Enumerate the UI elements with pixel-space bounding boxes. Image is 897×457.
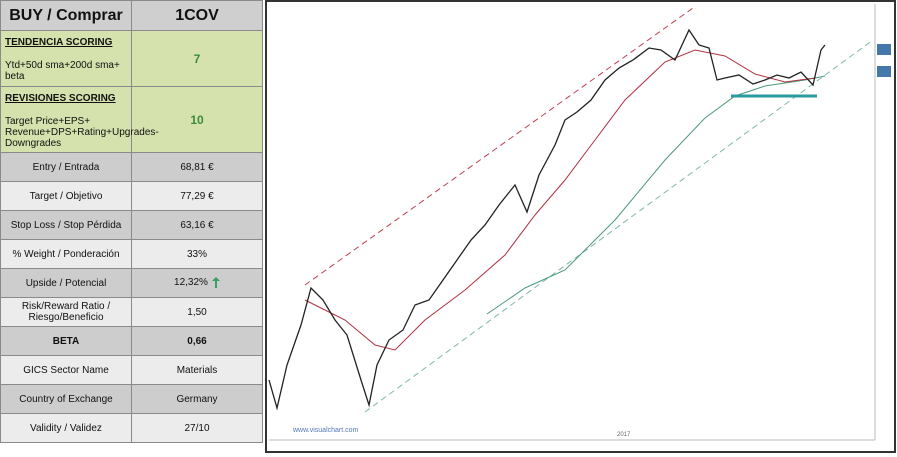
row-value-text: 33% — [186, 248, 207, 260]
score-value: 10 — [190, 112, 204, 127]
row-value-text: 68,81 € — [180, 161, 214, 173]
sma-200 — [486, 75, 826, 315]
row-value-text: 12,32% — [174, 277, 208, 289]
data-row: Country of Exchange Germany — [0, 384, 263, 414]
row-value: Germany — [131, 384, 263, 414]
row-value-text: Germany — [176, 393, 218, 405]
row-label: Entry / Entrada — [0, 152, 132, 182]
row-label: % Weight / Ponderación — [0, 239, 132, 269]
data-row: BETA 0,66 — [0, 326, 263, 356]
row-label: BETA — [0, 326, 132, 356]
score-title: TENDENCIA SCORING — [5, 37, 113, 48]
row-value: 12,32% — [131, 268, 263, 298]
title: BUY / Comprar — [0, 0, 132, 31]
row-label: GICS Sector Name — [0, 355, 132, 385]
score-row: REVISIONES SCORING Target Price+EPS+ Reve… — [0, 86, 263, 153]
price-tag — [877, 66, 891, 77]
price-tag — [877, 44, 891, 55]
score-cell: REVISIONES SCORING Target Price+EPS+ Reve… — [0, 86, 159, 153]
data-row: Risk/Reward Ratio / Riesgo/Beneficio 1,50 — [0, 297, 263, 327]
row-label: Target / Objetivo — [0, 181, 132, 211]
row-value: 68,81 € — [131, 152, 263, 182]
row-label: Stop Loss / Stop Pérdida — [0, 210, 132, 240]
row-value: Materials — [131, 355, 263, 385]
sma-50 — [304, 49, 816, 351]
data-row: Entry / Entrada 68,81 € — [0, 152, 263, 182]
row-value-text: 0,66 — [187, 335, 207, 347]
row-label: Country of Exchange — [0, 384, 132, 414]
score-value: 7 — [193, 51, 201, 66]
row-value: 63,16 € — [131, 210, 263, 240]
watermark: www.visualchart.com — [292, 427, 359, 434]
data-row: % Weight / Ponderación 33% — [0, 239, 263, 269]
score-title: REVISIONES SCORING — [5, 93, 116, 104]
row-value-text: 27/10 — [184, 422, 210, 434]
summary-table: BUY / Comprar 1COV TENDENCIA SCORING Ytd+… — [0, 0, 263, 443]
data-row: Validity / Validez 27/10 — [0, 413, 263, 443]
score-text: Target Price+EPS+ Revenue+DPS+Rating+Upg… — [5, 116, 159, 149]
chart-frame — [265, 0, 896, 453]
row-value: 27/10 — [131, 413, 263, 443]
score-value-cell: 10 — [131, 86, 263, 153]
score-cell: TENDENCIA SCORING Ytd+50d sma+200d sma+ b… — [0, 30, 132, 87]
row-value-text: 63,16 € — [180, 219, 214, 231]
row-label: Risk/Reward Ratio / Riesgo/Beneficio — [0, 297, 132, 327]
lower-channel — [364, 39, 874, 413]
row-value-text: Materials — [176, 364, 218, 376]
row-label: Upside / Potencial — [0, 268, 132, 298]
row-label: Validity / Validez — [0, 413, 132, 443]
row-value: 33% — [131, 239, 263, 269]
row-value-text: 77,29 € — [180, 190, 214, 202]
data-row: Upside / Potencial 12,32% — [0, 268, 263, 298]
ticker: 1COV — [131, 0, 263, 31]
header-row: BUY / Comprar 1COV — [0, 0, 263, 31]
up-arrow — [211, 277, 220, 289]
score-value-cell: 7 — [131, 30, 263, 87]
row-value: 77,29 € — [131, 181, 263, 211]
row-value-text: 1,50 — [187, 306, 207, 318]
row-value: 0,66 — [131, 326, 263, 356]
year-label: 2017 — [617, 432, 631, 438]
row-value: 1,50 — [131, 297, 263, 327]
data-row: GICS Sector Name Materials — [0, 355, 263, 385]
price-line — [268, 28, 826, 411]
data-row: Target / Objetivo 77,29 € — [0, 181, 263, 211]
score-row: TENDENCIA SCORING Ytd+50d sma+200d sma+ b… — [0, 30, 263, 87]
data-row: Stop Loss / Stop Pérdida 63,16 € — [0, 210, 263, 240]
price-chart: www.visualchart.com 2017 — [265, 0, 896, 453]
score-text: Ytd+50d sma+200d sma+ beta — [5, 60, 120, 82]
